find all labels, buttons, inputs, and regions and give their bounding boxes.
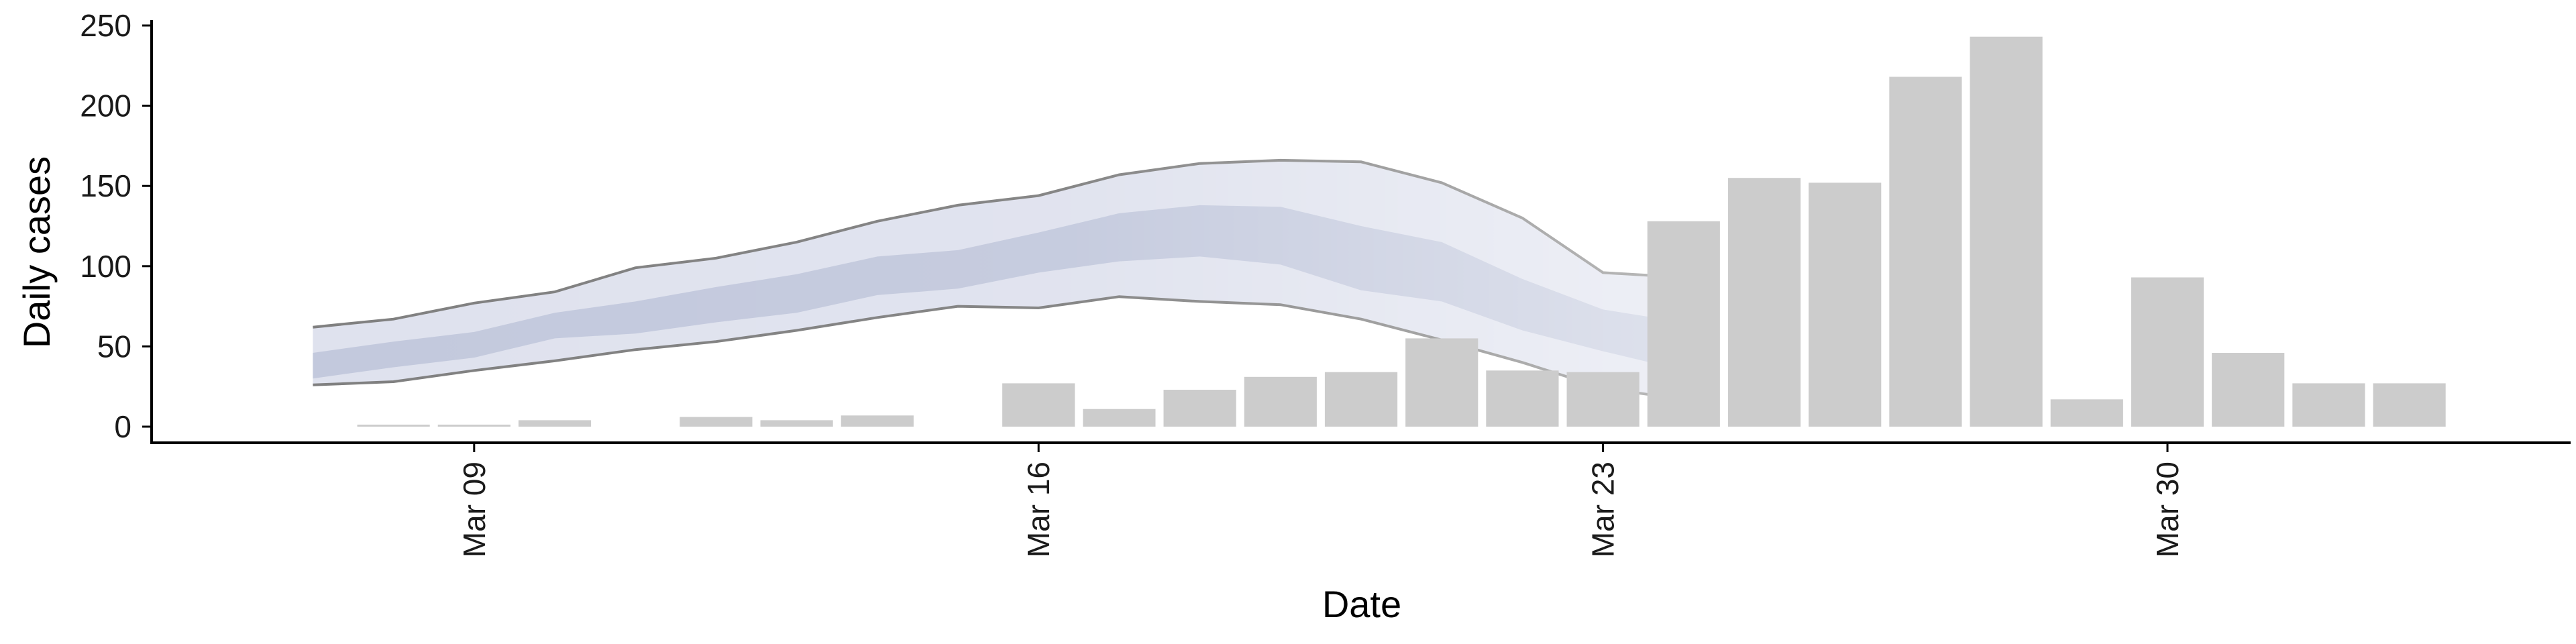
bar-2020-03-22 — [1486, 370, 1559, 427]
bar-2020-03-23 — [1566, 372, 1640, 427]
bar-2020-03-27 — [1889, 76, 1962, 427]
bar-2020-03-14 — [841, 415, 914, 427]
x-tick-label-2020-03-30: Mar 30 — [2150, 462, 2185, 557]
bar-series — [357, 36, 2446, 427]
bar-2020-03-13 — [760, 420, 833, 427]
bar-2020-03-24 — [1647, 221, 1720, 427]
bar-2020-03-08 — [357, 425, 430, 427]
y-tick-label-250: 250 — [80, 8, 131, 43]
y-tick-label-150: 150 — [80, 168, 131, 203]
y-ticks: 0 50 100 150 200 250 — [80, 8, 152, 444]
x-axis-title: Date — [1322, 583, 1401, 625]
bar-2020-03-10 — [518, 420, 592, 427]
bar-2020-04-01 — [2292, 383, 2365, 427]
bar-2020-03-29 — [2050, 399, 2123, 427]
x-ticks: Mar 09 Mar 16 Mar 23 Mar 30 — [457, 443, 2185, 557]
bar-2020-03-21 — [1405, 338, 1479, 427]
bar-2020-04-02 — [2373, 383, 2446, 427]
x-tick-label-2020-03-23: Mar 23 — [1586, 462, 1621, 557]
y-tick-label-100: 100 — [80, 249, 131, 284]
bar-2020-03-28 — [1970, 36, 2043, 427]
bar-2020-03-26 — [1809, 182, 1882, 427]
bar-2020-03-31 — [2212, 353, 2285, 427]
bar-2020-03-16 — [1002, 383, 1075, 427]
bar-2020-03-19 — [1244, 376, 1317, 427]
bar-2020-03-20 — [1324, 372, 1398, 427]
bar-2020-03-12 — [680, 417, 753, 427]
bar-2020-03-25 — [1727, 178, 1801, 427]
upper-bound-line — [313, 158, 1684, 329]
y-axis-title: Daily cases — [15, 156, 58, 348]
y-tick-label-0: 0 — [114, 409, 131, 444]
bar-2020-03-17 — [1083, 409, 1156, 427]
y-tick-label-200: 200 — [80, 89, 131, 123]
x-tick-label-2020-03-16: Mar 16 — [1021, 462, 1056, 557]
y-tick-label-50: 50 — [97, 329, 131, 364]
bar-2020-03-30 — [2131, 277, 2204, 427]
bar-2020-03-18 — [1163, 390, 1236, 427]
bar-2020-03-09 — [437, 425, 511, 427]
x-tick-label-2020-03-09: Mar 09 — [457, 462, 492, 557]
inner-interval-band — [313, 205, 1684, 379]
